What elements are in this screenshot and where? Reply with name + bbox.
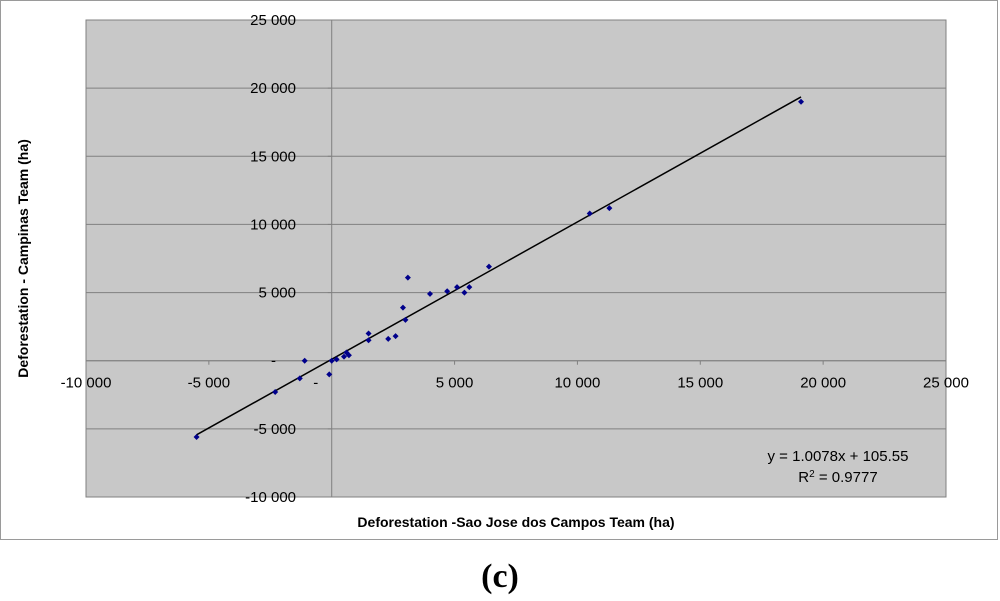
- x-tick-label: 20 000: [800, 375, 846, 392]
- y-tick-label: 15 000: [250, 148, 296, 165]
- data-point: [454, 284, 461, 291]
- data-point: [399, 304, 406, 311]
- y-tick-label: 25 000: [250, 12, 296, 29]
- y-tick-label: 5 000: [258, 285, 296, 302]
- axes: [85, 19, 947, 498]
- scatter-chart: -10 000 -5 000-5 000 10 000 15 000 20 000 25 …: [15, 12, 969, 530]
- y-tick-label: -10 000: [245, 489, 296, 506]
- x-axis-title: Deforestation -Sao Jose dos Campos Team …: [357, 514, 674, 530]
- y-tick-label: 20 000: [250, 80, 296, 97]
- r-squared-label: R2 = 0.9777: [798, 469, 877, 487]
- data-point: [326, 371, 333, 378]
- x-tick-label: 15 000: [677, 375, 723, 392]
- y-axis-title: Deforestation - Campinas Team (ha): [15, 139, 31, 378]
- data-points: [193, 98, 805, 441]
- data-point: [427, 290, 433, 297]
- y-tick-label: -5 000: [253, 421, 296, 438]
- x-tick-label: -10 000: [61, 375, 112, 392]
- plot-area: [85, 19, 947, 498]
- y-tick-label: -: [271, 353, 276, 370]
- data-point: [586, 210, 593, 217]
- data-point: [392, 333, 399, 340]
- data-point: [296, 375, 303, 382]
- r2-superscript: 2: [809, 469, 815, 480]
- trendline-equation: y = 1.0078x + 105.55: [768, 448, 909, 465]
- data-point: [466, 284, 473, 291]
- data-point: [404, 274, 411, 281]
- x-tick-label: 10 000: [554, 375, 600, 392]
- data-point: [606, 205, 613, 212]
- data-point: [193, 434, 200, 441]
- data-point: [385, 335, 392, 342]
- data-point: [402, 316, 409, 323]
- data-point: [333, 356, 340, 363]
- data-point: [345, 352, 352, 359]
- data-point: [365, 330, 372, 337]
- x-tick-labels: -10 000 -5 000-5 000 10 000 15 000 20 000 25 …: [61, 375, 969, 392]
- data-point: [272, 389, 279, 396]
- figure-caption: (c): [481, 558, 519, 595]
- x-tick-label: 5 000: [436, 375, 474, 392]
- x-tick-label: -5 000: [188, 375, 231, 392]
- y-tick-label: 10 000: [250, 216, 296, 233]
- data-point: [341, 353, 347, 360]
- data-point: [444, 288, 451, 295]
- data-point: [798, 98, 805, 105]
- data-point: [328, 357, 335, 364]
- data-point: [301, 357, 308, 364]
- data-point: [485, 263, 492, 270]
- r2-value: = 0.9777: [815, 469, 878, 486]
- data-point: [461, 289, 468, 296]
- x-tick-label: 25 000: [923, 375, 969, 392]
- data-point: [365, 337, 372, 344]
- r2-prefix: R: [798, 469, 809, 486]
- x-tick-label: -: [313, 375, 318, 392]
